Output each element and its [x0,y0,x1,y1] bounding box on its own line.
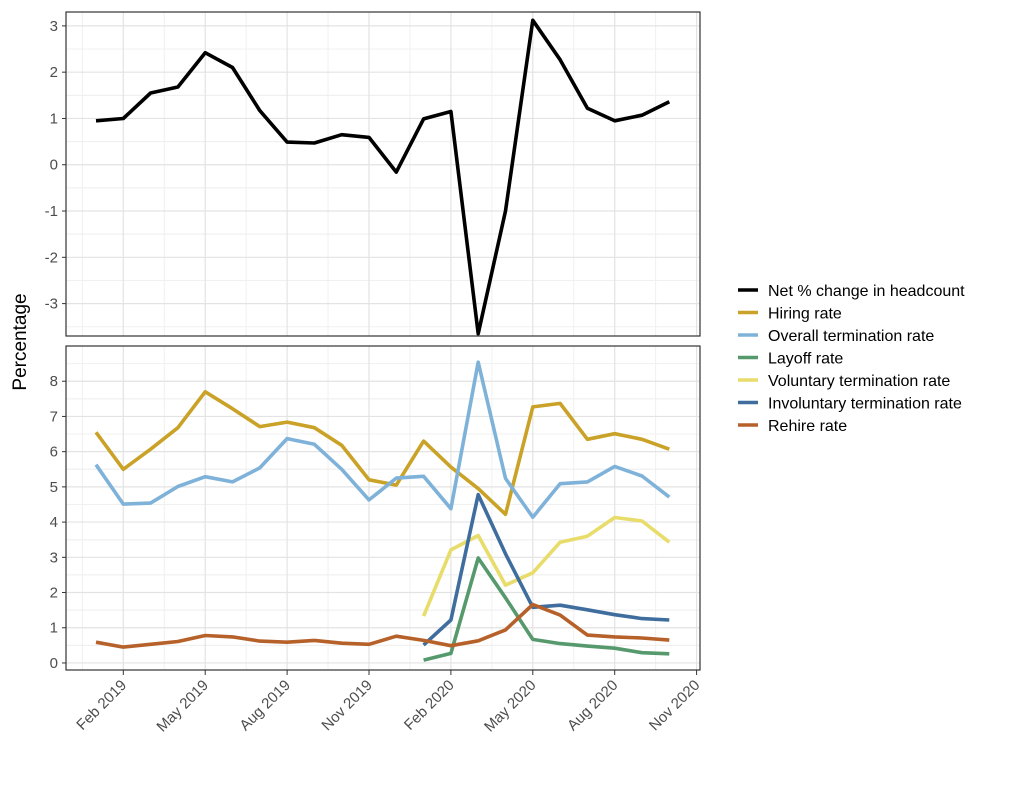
y-tick-label: -2 [45,249,58,266]
series-line-involuntary-termination-rate [422,492,670,647]
series-line-net-change-in-headcount [95,18,671,336]
y-tick-label: 3 [50,549,58,566]
y-tick-label: 5 [50,479,58,496]
panel-border [65,11,701,337]
series-line-rehire-rate [95,602,670,649]
legend-entry: Layoff rate [768,351,843,368]
y-tick-label: 4 [50,514,58,531]
series-line-hiring-rate [94,390,670,517]
top-panel-headcount: 3 2 1 0 -1 -2 -3 [45,11,701,337]
legend: Net % change in headcount Hiring rate Over… [738,283,965,435]
legend-entry: Hiring rate [768,306,842,323]
series-line-layoff-rate [423,556,670,662]
y-tick-label: 8 [50,373,58,390]
panel-border [65,345,701,671]
y-tick-label: 1 [50,620,58,637]
bottom-panel-rates: 0 1 2 3 4 5 6 7 8 [50,345,701,672]
y-tick-label: 3 [50,18,58,35]
y-tick-label: 0 [50,655,58,672]
series-line-voluntary-termination-rate [421,515,671,617]
legend-entry: Voluntary termination rate [768,373,950,390]
y-tick-label: 1 [50,110,58,127]
legend-entry: Rehire rate [768,418,847,435]
y-tick-label: 2 [50,585,58,602]
y-tick-label: -1 [45,203,58,220]
series-line-overall-termination-rate [94,360,671,519]
y-tick-label: 7 [50,408,58,425]
plot-area [66,12,700,336]
legend-entry: Overall termination rate [768,328,934,345]
y-tick-label: 0 [50,157,58,174]
y-tick-label: -3 [45,296,58,313]
plot-area [66,346,700,670]
legend-entry: Net % change in headcount [768,283,965,300]
y-axis-label: Percentage [10,293,31,390]
y-tick-label: 2 [50,64,58,81]
legend-entry: Involuntary termination rate [768,396,962,413]
y-tick-label: 6 [50,444,58,461]
